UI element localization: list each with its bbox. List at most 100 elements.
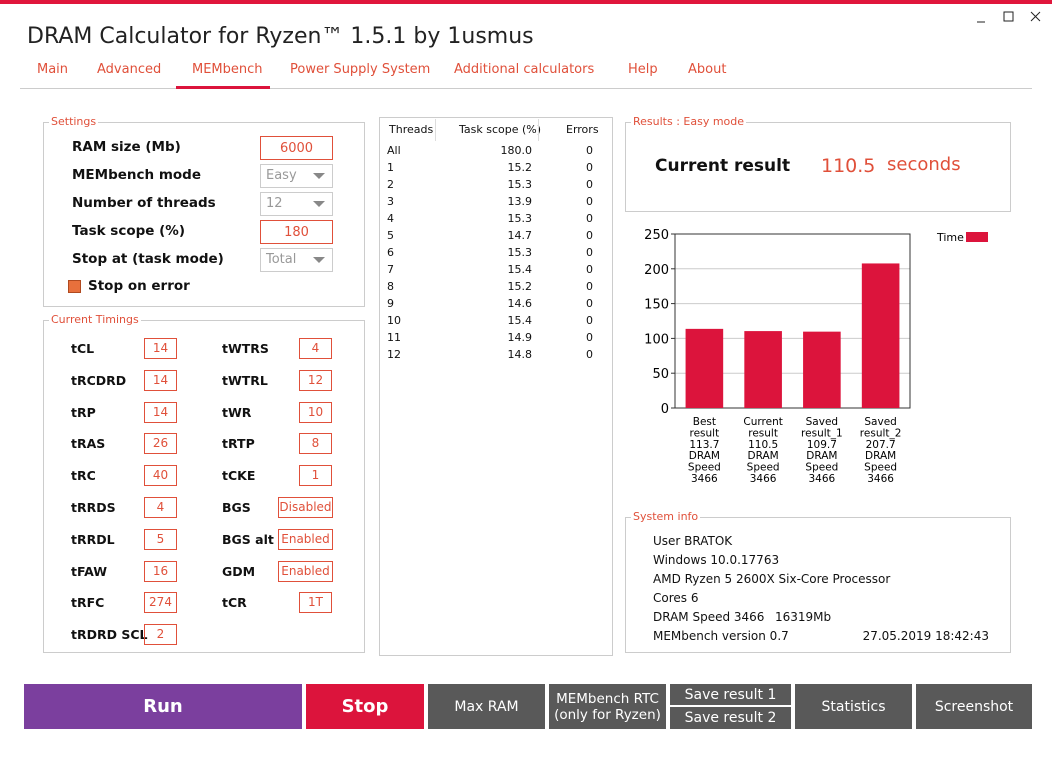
- settings-panel-legend: Settings: [49, 115, 99, 128]
- dropdown-arrow: [313, 257, 325, 263]
- save1-button[interactable]: Save result 1: [670, 684, 791, 705]
- setting-input[interactable]: 180: [260, 220, 333, 244]
- timing-label: tRAS: [71, 436, 106, 452]
- sysinfo-line: MEMbench version 0.7: [653, 629, 789, 643]
- timing-label: BGS: [222, 500, 251, 515]
- setting-dropdown[interactable]: Total: [260, 248, 333, 272]
- save2-button[interactable]: Save result 2: [670, 707, 791, 729]
- bar: [803, 331, 841, 408]
- tab[interactable]: About: [688, 62, 727, 77]
- sysinfo-panel-legend: System info: [631, 510, 701, 523]
- y-tick-label: 100: [644, 332, 669, 347]
- result-label: Current result: [655, 156, 791, 176]
- results-panel-legend: Results : Easy mode: [631, 115, 747, 128]
- timing-label: tRC: [71, 468, 96, 484]
- x-tick-label: Speed: [688, 462, 721, 474]
- setting-dropdown[interactable]: 12: [260, 192, 333, 216]
- bar: [685, 328, 724, 408]
- table-cell: 0: [586, 229, 593, 242]
- table-cell: 0: [586, 161, 593, 174]
- timing-value: 8: [299, 433, 332, 455]
- timing-value: 4: [144, 497, 177, 518]
- y-tick-label: 150: [644, 298, 669, 313]
- x-tick-label: 110.5: [748, 439, 778, 451]
- timing-value: 1T: [299, 592, 332, 614]
- header-separator: [538, 119, 539, 141]
- setting-input[interactable]: 6000: [260, 136, 333, 160]
- sysinfo-line: Windows 10.0.17763: [653, 553, 780, 567]
- app-title: DRAM Calculator for Ryzen™ 1.5.1 by 1usm…: [27, 24, 534, 49]
- table-header: Task scope (%): [459, 123, 542, 136]
- table-cell: 10: [387, 314, 401, 327]
- bar: [861, 263, 900, 408]
- tab[interactable]: Help: [628, 62, 658, 77]
- table-cell: 15.2: [507, 161, 533, 174]
- stop-button[interactable]: Stop: [306, 684, 424, 729]
- statistics-button[interactable]: Statistics: [795, 684, 912, 729]
- tab[interactable]: Power Supply System: [290, 62, 431, 77]
- header-separator: [435, 119, 436, 141]
- table-cell: All: [387, 144, 401, 157]
- x-tick-label: 3466: [867, 473, 894, 485]
- table-cell: 0: [586, 314, 593, 327]
- timing-value: 40: [144, 465, 177, 487]
- x-tick-label: 207.7: [866, 439, 896, 451]
- timing-value: Enabled: [278, 560, 333, 582]
- table-cell: 2: [387, 178, 394, 191]
- x-tick-label: DRAM: [865, 450, 896, 462]
- tab[interactable]: MEMbench: [192, 62, 263, 77]
- table-cell: 14.6: [507, 297, 533, 310]
- table-cell: 15.3: [507, 212, 533, 225]
- results-panel: [625, 122, 1011, 212]
- maximize[interactable]: [1003, 11, 1014, 22]
- x-tick-label: result: [748, 427, 778, 439]
- chart: 050100150200250Bestresult113.7DRAMSpeed3…: [644, 228, 988, 485]
- table-cell: 0: [586, 246, 593, 259]
- tab[interactable]: Additional calculators: [454, 62, 595, 77]
- table-cell: 15.4: [507, 314, 533, 327]
- y-tick-label: 250: [644, 228, 669, 243]
- setting-label: Task scope (%): [72, 223, 185, 239]
- checkbox-label: Stop on error: [88, 278, 190, 294]
- table-cell: 15.4: [507, 263, 533, 276]
- screenshot-button[interactable]: Screenshot: [916, 684, 1032, 729]
- table-cell: 0: [586, 144, 593, 157]
- tab[interactable]: Advanced: [97, 62, 162, 77]
- timing-value: Disabled: [278, 497, 333, 518]
- table-cell: 0: [586, 348, 593, 361]
- table-cell: 12: [387, 348, 401, 361]
- table-cell: 8: [387, 280, 394, 293]
- tab-divider: [20, 88, 1032, 89]
- threads-panel: [379, 117, 613, 656]
- timing-label: tRP: [71, 404, 96, 420]
- settings-panel: [43, 122, 365, 307]
- run-button[interactable]: Run: [24, 684, 302, 729]
- timing-label: tCR: [222, 595, 247, 611]
- timing-value: Enabled: [278, 528, 333, 550]
- legend-swatch: [966, 232, 988, 242]
- x-tick-label: DRAM: [748, 450, 779, 462]
- timing-value: 274: [144, 592, 177, 614]
- x-tick-label: 113.7: [689, 439, 719, 451]
- timing-label: GDM: [222, 563, 256, 579]
- table-cell: 0: [586, 263, 593, 276]
- timing-value: 10: [299, 401, 332, 423]
- table-cell: 1: [387, 161, 394, 174]
- close[interactable]: [1030, 11, 1041, 22]
- setting-label: MEMbench mode: [72, 167, 201, 183]
- y-tick-label: 200: [644, 263, 669, 278]
- x-tick-label: Speed: [805, 462, 838, 474]
- table-cell: 0: [586, 212, 593, 225]
- checkbox[interactable]: [68, 280, 81, 293]
- rtc-button[interactable]: MEMbench RTC (only for Ryzen): [549, 684, 666, 729]
- timing-value: 16: [144, 560, 177, 582]
- timing-value: 1: [299, 465, 332, 487]
- y-tick-label: 0: [661, 402, 669, 417]
- setting-dropdown[interactable]: Easy: [260, 164, 333, 188]
- timing-label: tRFC: [71, 595, 105, 611]
- timing-value: 26: [144, 433, 177, 455]
- tab[interactable]: Main: [37, 62, 69, 77]
- legend-label: Time: [936, 231, 964, 244]
- max-ram-button[interactable]: Max RAM: [428, 684, 545, 729]
- y-tick-label: 50: [652, 367, 669, 382]
